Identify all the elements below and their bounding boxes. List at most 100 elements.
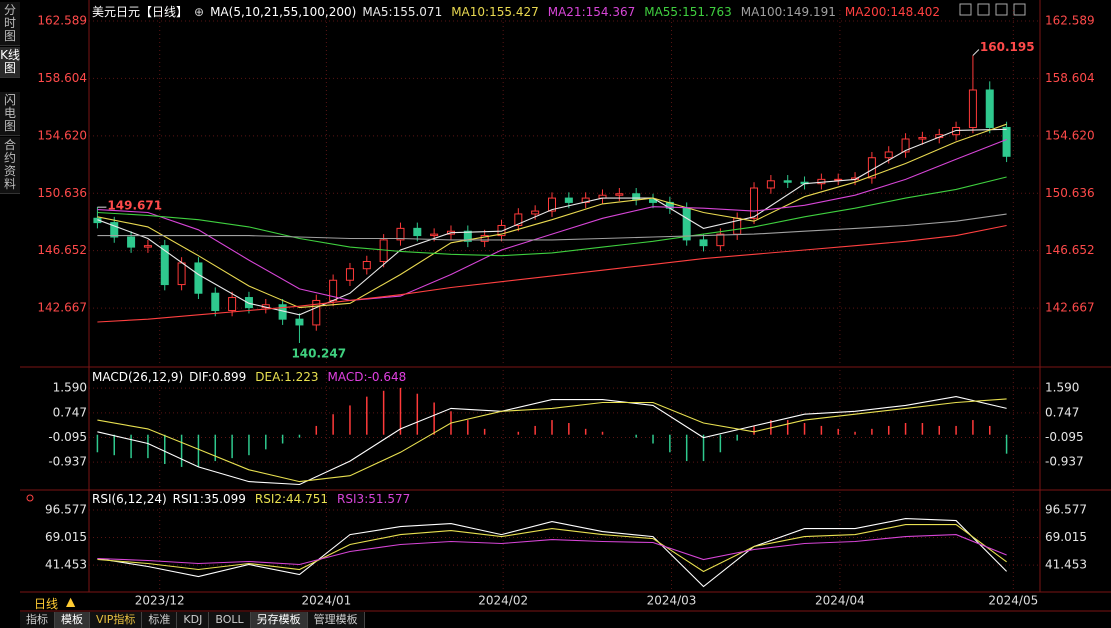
candle-body [127,236,136,248]
x-tick-label: 2023/12 [135,594,185,608]
tab[interactable]: 管理模板 [307,612,365,628]
legend-item: DEA1.223 [255,370,318,384]
candle-body [968,89,977,128]
candle-body [497,224,506,237]
legend: MA5155.071 MA10155.427 MA21154.367 MA55151.… [362,5,940,19]
legend-name: DIF [189,370,212,384]
y-tick-label: -0.937 [48,455,87,469]
legend-value: -0.648 [367,370,407,384]
x-tick-label: 2024/02 [478,594,528,608]
y-tick-label: 69.015 [45,530,87,544]
legend-item: MA55151.763 [644,5,732,19]
candle-body [783,180,792,183]
y-tick-label: 96.577 [1045,503,1087,517]
annotation-line [972,49,980,56]
tab[interactable]: BOLL [209,612,251,628]
candle-body [228,297,237,312]
candle-body [531,210,540,215]
legend: DIF0.899 DEA1.223 MACD-0.648 [189,370,406,384]
side-tab[interactable]: K线图 [0,47,20,78]
candle-body [480,235,489,242]
y-tick-label: -0.095 [48,430,87,444]
candle-body [1002,126,1011,157]
candle-body [699,239,708,247]
candle-body [884,151,893,159]
period-arrow[interactable]: ▲ [66,595,76,609]
candle-body [160,245,169,286]
series-line [97,176,1007,257]
legend-value: 51.577 [368,492,411,506]
y-tick-label: 142.667 [37,301,87,315]
legend-value: 149.191 [786,4,836,19]
candle-body [952,126,961,136]
tab-bar: 指标 模板 VIP指标 标准 KDJ BOLL 另存模板 管理模板 [20,612,365,628]
window-buttons[interactable] [959,3,1026,16]
add-icon[interactable]: ⊕ [194,4,205,19]
legend-item: RSI135.099 [173,492,246,506]
tab[interactable]: 标准 [142,612,178,628]
candle-body [194,262,203,294]
tab[interactable]: VIP指标 [90,612,143,628]
legend-name: DEA [255,370,284,384]
candle-body [396,227,405,241]
main-header: 美元日元【日线】 ⊕ MA(5,10,21,55,100,200) MA5155… [92,3,940,20]
y-tick-label: 150.636 [37,186,87,200]
first-high-label: 149.671 [107,199,162,213]
side-tab[interactable]: 合约资料 [0,137,20,194]
legend-item: RSI244.751 [255,492,328,506]
y-tick-label: 146.652 [37,243,87,257]
y-tick-label: 0.747 [53,405,87,419]
series-line [97,138,1007,301]
settings-icon[interactable] [26,494,34,502]
candle-body [110,222,119,238]
candle-body [918,137,927,140]
candle-body [177,262,186,286]
candle-body [750,187,759,219]
legend-name: MA21 [548,5,586,19]
y-tick-label: 158.604 [37,71,87,85]
series-line [97,398,1007,483]
tab[interactable]: 另存模板 [250,612,308,628]
legend-value: 155.071 [392,4,443,19]
side-tab[interactable]: 闪电图 [0,92,20,136]
candle-body [345,268,354,281]
y-tick-label: 146.652 [1045,243,1095,257]
y-tick-label: 158.604 [1045,71,1095,85]
candle-body [632,193,641,201]
legend-name: MA10 [451,5,489,19]
candle-body [682,207,691,241]
tab[interactable]: 指标 [20,612,55,628]
legend-value: 148.402 [890,4,941,19]
candle-body [514,213,523,226]
y-tick-label: -0.937 [1045,455,1084,469]
y-tick-label: 142.667 [1045,301,1095,315]
chart-title: 美元日元【日线】 [92,5,189,19]
tab[interactable]: 模板 [55,612,90,628]
legend-value: 151.763 [682,4,732,19]
legend-value: 154.367 [585,4,636,19]
tab[interactable]: KDJ [177,612,210,628]
legend-item: MA5155.071 [362,5,442,19]
y-tick-label: 69.015 [1045,530,1087,544]
legend-item: MA200148.402 [845,5,940,19]
period[interactable]: 日线 [34,597,59,611]
side-tab[interactable]: 分时图 [0,2,20,46]
x-tick-label: 2024/01 [301,594,351,608]
series-line [97,524,1007,573]
legend-name: MACD [328,370,368,384]
legend-value: 44.751 [286,492,329,506]
y-tick-label: 150.636 [1045,186,1095,200]
x-tick-label: 2024/05 [988,594,1038,608]
legend-item: MACD-0.648 [328,370,407,384]
candle-body [295,318,304,326]
candle-body [649,199,658,203]
candle-body [463,230,472,242]
y-tick-label: 162.589 [1045,13,1095,27]
y-tick-label: 154.620 [37,128,87,142]
candle-body [143,245,152,248]
min-label: 140.247 [291,346,346,360]
chart-title: MACD(26,12,9) [92,370,184,384]
max-label: 160.195 [980,40,1035,54]
ma-label: MA(5,10,21,55,100,200) [210,4,357,19]
series-line [97,224,1007,323]
